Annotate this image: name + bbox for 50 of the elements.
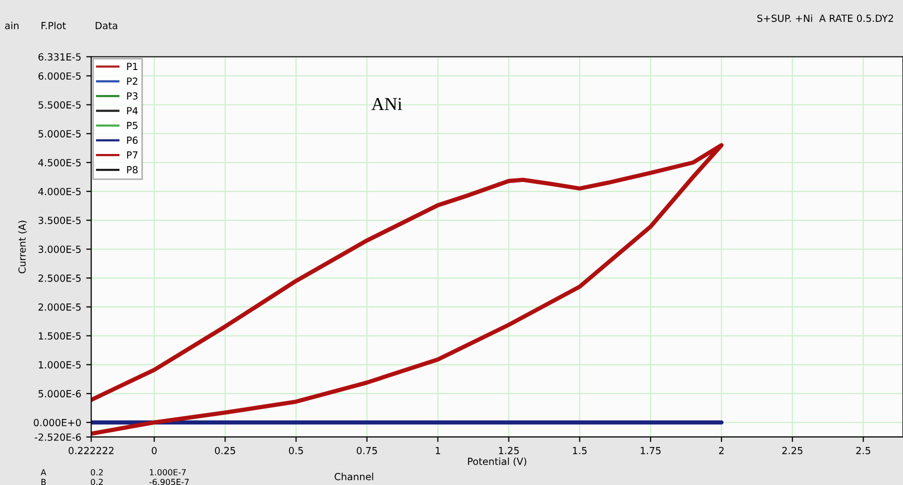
text: Channel: [334, 472, 374, 480]
x-tick-label: 2: [719, 446, 724, 454]
line-series: [91, 143, 724, 436]
text: F.Plot: [42, 22, 66, 30]
y-tick-label: 5.500E-5: [38, 101, 81, 109]
x-tick-label: 1.75: [640, 447, 661, 454]
x-tick-label: 2.25: [782, 446, 802, 454]
text: -6.905E-7: [149, 478, 189, 485]
x-tick-label: 0.75: [356, 446, 377, 454]
text: B: [41, 478, 46, 485]
x-tick-label: 1: [436, 447, 440, 454]
x-tick-label: 0.25: [214, 446, 236, 454]
x-tick-label: 0.5: [288, 446, 303, 454]
legend-label: P7: [127, 151, 138, 159]
x-axis-title: Potential (V): [468, 458, 526, 466]
text: 0.2: [90, 469, 103, 476]
text: A: [40, 469, 46, 476]
x-tick-label: 0: [152, 446, 157, 454]
legend-label: P5: [127, 122, 138, 130]
text: S+SUP. +Ni A RATE 0.5.DY2: [757, 14, 893, 22]
annotation: ANi: [371, 98, 402, 110]
legend-label: P8: [127, 166, 138, 174]
y-tick-label: -2.520E-6: [34, 433, 81, 441]
y-tick-label: 3.500E-5: [38, 216, 81, 224]
y-tick-label: 6.331E-5: [38, 53, 81, 61]
y-axis-title: Current (A): [18, 220, 27, 274]
x-tick-label: 1.25: [499, 446, 519, 454]
y-tick-label: 0.000E+0: [34, 418, 81, 426]
legend-label: P2: [127, 78, 138, 85]
text: 0.2: [90, 478, 103, 485]
y-tick-label: 3.000E-5: [38, 246, 81, 253]
y-tick-label: 4.500E-5: [38, 158, 81, 166]
x-tick-label: 2.5: [856, 446, 870, 454]
legend-label: P1: [127, 62, 138, 70]
legend-label: P3: [127, 92, 138, 100]
y-tick-label: 5.000E-6: [38, 390, 81, 398]
x-tick-label: 1.5: [573, 447, 587, 454]
y-tick-label: 4.000E-5: [38, 188, 81, 196]
text: 1.000E-7: [150, 469, 186, 476]
y-tick-label: 1.000E-5: [38, 361, 81, 368]
y-tick-label: 2.500E-5: [38, 274, 81, 282]
y-tick-label: 2.000E-5: [38, 303, 81, 311]
y-tick-label: 5.000E-5: [38, 130, 81, 138]
y-tick-label: 1.500E-5: [38, 332, 81, 340]
text: Data: [96, 22, 118, 30]
y-tick-label: 6.000E-5: [38, 72, 81, 80]
legend-label: P6: [127, 136, 138, 144]
x-tick-label: 0.222222: [68, 446, 114, 454]
text: ain: [5, 22, 19, 30]
legend-label: P4: [127, 107, 138, 114]
